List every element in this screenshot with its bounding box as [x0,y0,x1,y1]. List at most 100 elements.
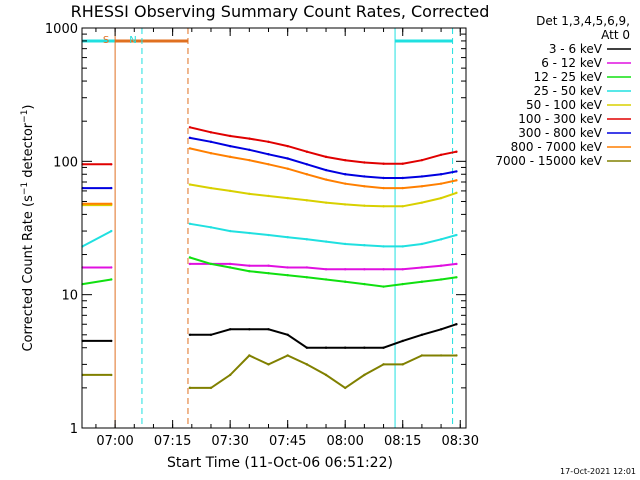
series-point [228,144,232,148]
series-point [420,158,424,162]
series-point [363,282,366,286]
series-point [267,271,270,275]
series-point [209,140,213,144]
series-point [209,262,213,266]
series-point [324,168,328,172]
series-point [344,182,347,185]
series-point [228,328,232,331]
series-point [286,167,289,170]
series-point [286,273,289,277]
series-point [110,229,113,233]
series-point [363,185,366,188]
series-point [439,328,443,331]
series-point [420,175,424,178]
series-point [188,183,192,186]
series-point [267,264,270,267]
series-line [189,222,457,248]
series-point [248,354,251,357]
series-point [286,157,289,160]
series-point [267,233,270,237]
series-point [420,266,424,269]
series-point [228,262,232,266]
series-point [455,262,458,266]
legend-label: 12 - 25 keV [534,70,603,84]
series-point [401,282,404,286]
series-line [82,230,112,248]
series-line [189,323,457,349]
series-point [382,176,385,180]
series-point [228,155,232,159]
series-point [209,386,213,390]
series-point [305,173,309,176]
series-point [344,173,347,176]
plot-frame [81,27,467,429]
series-point [248,158,251,162]
series-point [455,233,458,237]
series-point [401,162,404,165]
series-line [82,278,112,286]
series-point [228,189,232,193]
series-point [248,264,251,267]
series-point [455,170,458,173]
series-point [209,333,213,337]
series-point [455,179,458,182]
series-point [344,386,347,390]
series-point [188,262,192,266]
series-point [286,333,289,337]
series-point [401,176,404,180]
series-point [324,201,328,204]
series-line [189,354,457,390]
legend-label: 7000 - 15000 keV [495,154,602,168]
series-point [248,148,251,152]
series-point [267,363,270,366]
series-point [305,238,309,241]
series-point [455,354,458,357]
x-tick-label: 08:00 [326,434,363,449]
series-point [439,173,443,176]
series-point [455,150,458,153]
footer-date: 17-Oct-2021 12:01 [560,467,636,476]
series-point [267,328,270,331]
legend-label: 6 - 12 keV [541,56,603,70]
series-point [267,140,270,144]
series-point [401,245,404,248]
series-point [455,191,458,195]
chart-title: RHESSI Observing Summary Count Rates, Co… [71,2,490,21]
series-point [188,222,192,226]
series-point [188,333,192,337]
series-point [382,162,385,165]
series-point [228,266,232,269]
series-point [188,386,192,390]
series-point [382,205,385,208]
series-point [344,158,347,162]
x-tick-label: 07:30 [211,434,248,449]
legend-label: 300 - 800 keV [518,126,602,140]
series-point [248,328,251,331]
series-point [363,268,366,271]
legend-header-line-2: Att 0 [601,28,630,42]
series-point [209,186,213,190]
series-point [363,346,366,349]
series-point [305,199,309,202]
x-tick-label: 07:45 [269,434,306,449]
series-point [401,339,404,343]
series-point [110,278,113,281]
series-point [401,205,404,208]
x-axis-label: Start Time (11-Oct-06 06:51:22) [167,455,393,471]
series-point [363,373,366,377]
series-point [382,245,385,248]
series-point [420,242,424,246]
series-point [439,182,443,185]
series-point [110,373,113,377]
series-point [439,354,443,357]
y-tick-label: 1000 [45,22,78,37]
series-point [209,131,213,134]
series-point [324,178,328,181]
series-point [401,268,404,271]
legend-label: 25 - 50 keV [534,84,603,98]
series-point [439,153,443,156]
series-point [420,201,424,204]
marker-label: N [129,35,136,46]
